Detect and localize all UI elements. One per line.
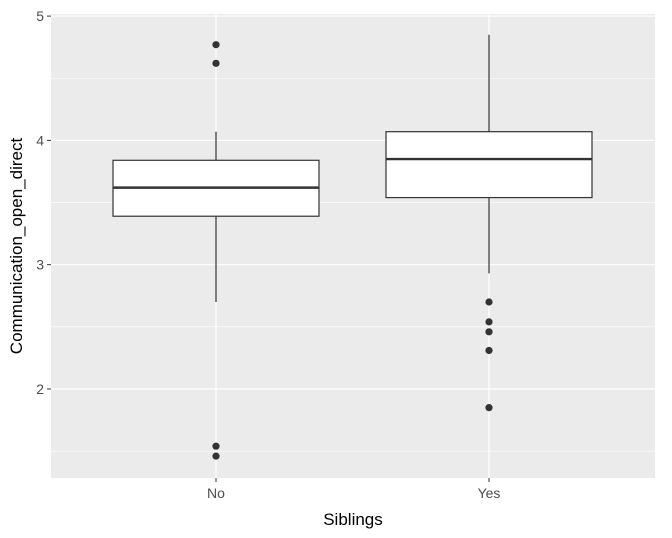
outlier-point — [485, 404, 493, 412]
x-tick-label-no: No — [207, 485, 225, 501]
y-axis-title: Communication_open_direct — [7, 138, 26, 355]
outlier-point — [212, 41, 220, 49]
box-group-no — [112, 41, 320, 460]
boxes-layer — [112, 34, 593, 460]
y-tick-label: 5 — [36, 8, 44, 24]
outlier-point — [212, 442, 220, 450]
outlier-point — [485, 328, 493, 336]
y-tick-label: 2 — [36, 381, 44, 397]
y-tick-label: 4 — [36, 132, 44, 148]
box-group-yes — [385, 34, 593, 412]
y-axis-ticks: 2 3 4 5 — [36, 8, 51, 397]
x-axis-title: Siblings — [323, 510, 383, 529]
outlier-point — [212, 59, 220, 67]
plot-panel — [51, 14, 655, 478]
outlier-point — [485, 298, 493, 306]
x-axis-ticks: No Yes — [207, 478, 500, 501]
y-tick-label: 3 — [36, 257, 44, 273]
outlier-point — [212, 452, 220, 460]
outlier-point — [485, 346, 493, 355]
outlier-point — [485, 318, 493, 326]
box-iqr — [385, 131, 593, 199]
x-tick-label-yes: Yes — [478, 485, 501, 501]
